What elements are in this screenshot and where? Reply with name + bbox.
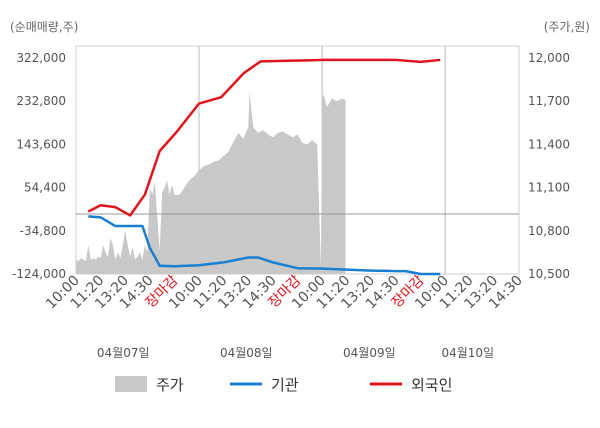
left-tick-label: -34,800 <box>20 224 66 238</box>
right-axis: 12,000 11,700 11,400 11,100 10,800 10,500 <box>528 51 570 281</box>
date-label: 04월07일 <box>97 346 150 360</box>
right-tick-label: 11,400 <box>528 137 570 151</box>
left-tick-label: 322,000 <box>16 51 66 65</box>
left-axis: 322,000 232,800 143,600 54,400 -34,800 -124,0… <box>12 51 66 281</box>
legend: 주가 기관 외국인 <box>115 376 452 394</box>
price-area <box>76 92 346 274</box>
institution-line <box>88 215 441 276</box>
foreign-line <box>87 58 441 217</box>
date-labels: 04월07일 04월08일 04월09일 04월10일 <box>97 346 494 360</box>
right-axis-unit: (주가,원) <box>544 20 590 34</box>
date-label: 04월09일 <box>343 346 396 360</box>
left-tick-label: 143,600 <box>16 137 66 151</box>
left-tick-label: 232,800 <box>16 94 66 108</box>
right-tick-label: 12,000 <box>528 51 570 65</box>
date-label: 04월10일 <box>441 346 494 360</box>
legend-label-foreign: 외국인 <box>411 376 452 394</box>
price-area-path <box>76 92 346 274</box>
date-label: 04월08일 <box>220 346 273 360</box>
x-axis: 10:0011:2013:2014:30장마감10:0011:2013:2014… <box>43 272 526 312</box>
left-axis-unit: (순매매량,주) <box>10 20 78 34</box>
left-tick-label: -124,000 <box>12 267 66 281</box>
legend-label-institution: 기관 <box>271 376 299 394</box>
right-tick-label: 10,800 <box>528 224 570 238</box>
right-tick-label: 10,500 <box>528 267 570 281</box>
left-tick-label: 54,400 <box>24 181 66 195</box>
right-tick-label: 11,700 <box>528 94 570 108</box>
right-tick-label: 11,100 <box>528 181 570 195</box>
legend-swatch-price <box>115 376 147 392</box>
flow-lines <box>87 58 441 276</box>
legend-label-price: 주가 <box>156 376 184 394</box>
